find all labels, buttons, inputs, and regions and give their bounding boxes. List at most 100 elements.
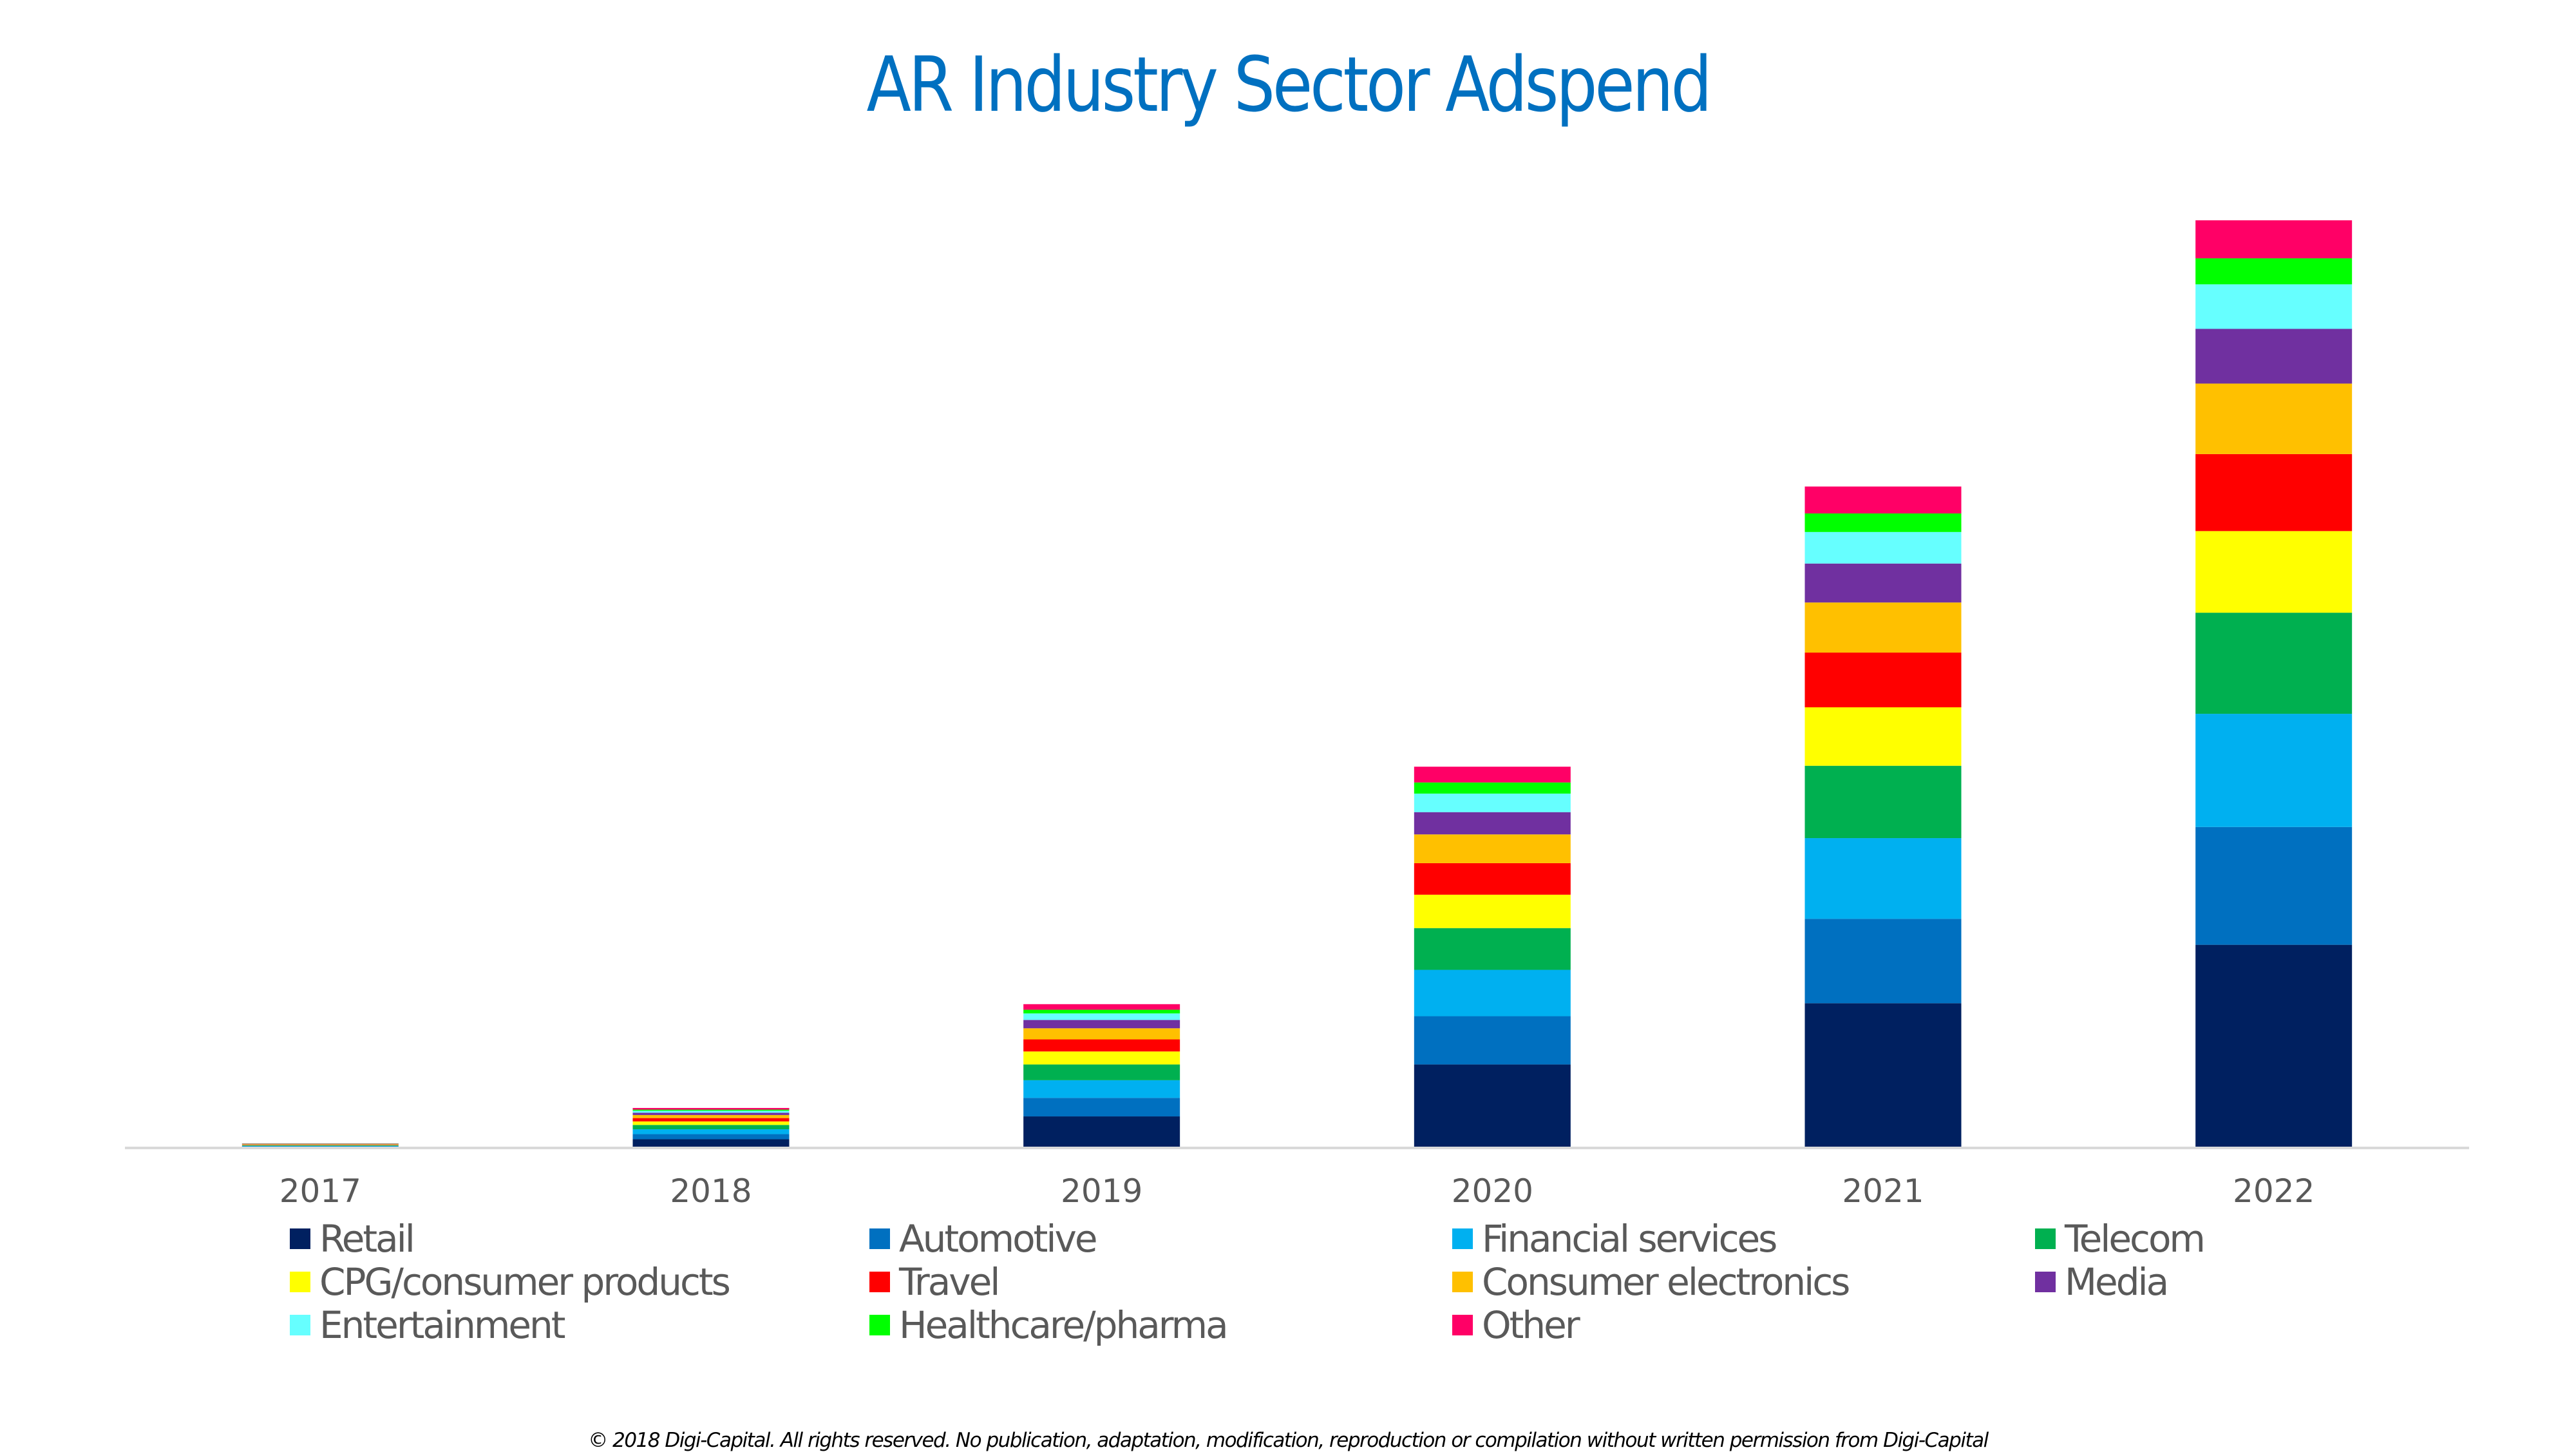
bar-segment-2017-media — [242, 1143, 399, 1145]
bar-segment-2022-consumer-electronics — [2195, 383, 2353, 454]
legend-label: Financial services — [1482, 1217, 1777, 1261]
legend-item: Media — [2035, 1260, 2169, 1304]
x-tick-label: 2022 — [2233, 1172, 2315, 1210]
legend-swatch-icon — [290, 1228, 310, 1249]
legend-item: Travel — [869, 1260, 1000, 1304]
bars-layer — [242, 220, 2353, 1148]
legend-label: Other — [1482, 1303, 1580, 1347]
legend-swatch-icon — [290, 1272, 310, 1292]
legend-label: Telecom — [2065, 1217, 2206, 1261]
bar-segment-2020-other — [1414, 767, 1571, 783]
legend-item: Financial services — [1452, 1217, 1777, 1261]
bar-segment-2018-automotive — [632, 1134, 790, 1140]
legend-label: CPG/consumer products — [319, 1260, 731, 1304]
bar-segment-2018-media — [632, 1113, 790, 1115]
x-tick-label: 2021 — [1842, 1172, 1924, 1210]
legend-item: Other — [1452, 1303, 1580, 1347]
bar-segment-2018-retail — [632, 1139, 790, 1148]
bar-segment-2021-healthcare-pharma — [1804, 513, 1962, 532]
bar-segment-2019-retail — [1023, 1116, 1180, 1148]
bar-segment-2017-telecom — [242, 1145, 399, 1146]
legend-swatch-icon — [869, 1272, 890, 1292]
bar-segment-2018-telecom — [632, 1125, 790, 1130]
bar-segment-2020-cpg-consumer-products — [1414, 894, 1571, 928]
x-tick-labels: 2017 2018 2019 2020 2021 2022 — [279, 1172, 2315, 1210]
legend-swatch-icon — [1452, 1272, 1473, 1292]
bar-segment-2022-financial-services — [2195, 714, 2353, 827]
legend-label: Entertainment — [319, 1303, 566, 1347]
bar-segment-2017-healthcare-pharma — [242, 1143, 399, 1144]
bar-segment-2017-financial-services — [242, 1145, 399, 1147]
legend-item: Entertainment — [290, 1303, 566, 1347]
legend-item: Retail — [290, 1217, 415, 1261]
bar-segment-2021-entertainment — [1804, 531, 1962, 564]
legend-swatch-icon — [869, 1228, 890, 1249]
legend-item: Healthcare/pharma — [869, 1303, 1229, 1347]
bar-segment-2019-travel — [1023, 1039, 1180, 1052]
bar-segment-2020-entertainment — [1414, 793, 1571, 812]
bar-segment-2018-entertainment — [632, 1111, 790, 1113]
bar-segment-2021-retail — [1804, 1003, 1962, 1148]
bar-segment-2021-other — [1804, 486, 1962, 514]
bar-segment-2019-media — [1023, 1020, 1180, 1029]
legend-swatch-icon — [869, 1315, 890, 1335]
legend-swatch-icon — [290, 1315, 310, 1335]
x-tick-label: 2019 — [1061, 1172, 1142, 1210]
bar-segment-2019-healthcare-pharma — [1023, 1009, 1180, 1014]
legend-label: Travel — [899, 1260, 1000, 1304]
bar-segment-2022-cpg-consumer-products — [2195, 531, 2353, 613]
bar-segment-2018-healthcare-pharma — [632, 1109, 790, 1111]
bar-segment-2017-consumer-electronics — [242, 1144, 399, 1145]
bar-segment-2019-automotive — [1023, 1098, 1180, 1117]
bar-segment-2020-media — [1414, 812, 1571, 835]
bar-segment-2020-consumer-electronics — [1414, 834, 1571, 863]
copyright-footer: © 2018 Digi-Capital. All rights reserved… — [588, 1429, 1989, 1452]
bar-segment-2019-cpg-consumer-products — [1023, 1051, 1180, 1065]
legend-label: Media — [2065, 1260, 2169, 1304]
bar-segment-2021-cpg-consumer-products — [1804, 707, 1962, 766]
bar-segment-2020-healthcare-pharma — [1414, 782, 1571, 794]
legend-label: Healthcare/pharma — [899, 1303, 1229, 1347]
bar-segment-2020-telecom — [1414, 928, 1571, 970]
bar-segment-2022-media — [2195, 329, 2353, 384]
bar-segment-2022-travel — [2195, 454, 2353, 531]
bar-segment-2022-other — [2195, 220, 2353, 259]
legend-label: Consumer electronics — [1482, 1260, 1850, 1304]
legend-item: Consumer electronics — [1452, 1260, 1850, 1304]
bar-segment-2018-travel — [632, 1118, 790, 1122]
legend-swatch-icon — [2035, 1228, 2056, 1249]
legend-swatch-icon — [1452, 1228, 1473, 1249]
bar-segment-2021-media — [1804, 563, 1962, 603]
bar-segment-2022-automotive — [2195, 826, 2353, 945]
bar-segment-2022-telecom — [2195, 613, 2353, 714]
bar-segment-2018-financial-services — [632, 1129, 790, 1134]
bar-segment-2019-other — [1023, 1004, 1180, 1010]
bar-segment-2021-financial-services — [1804, 838, 1962, 919]
x-tick-label: 2017 — [279, 1172, 361, 1210]
bar-segment-2022-entertainment — [2195, 284, 2353, 329]
bar-segment-2018-other — [632, 1107, 790, 1110]
bar-segment-2021-telecom — [1804, 765, 1962, 839]
legend-item: CPG/consumer products — [290, 1260, 731, 1304]
legend-label: Retail — [319, 1217, 415, 1261]
bar-segment-2020-travel — [1414, 863, 1571, 895]
bar-segment-2022-healthcare-pharma — [2195, 258, 2353, 285]
bar-segment-2017-other — [242, 1143, 399, 1144]
bar-segment-2019-consumer-electronics — [1023, 1028, 1180, 1040]
bar-segment-2021-travel — [1804, 653, 1962, 707]
legend-label: Automotive — [899, 1217, 1098, 1261]
bar-segment-2019-telecom — [1023, 1064, 1180, 1080]
bar-segment-2020-automotive — [1414, 1016, 1571, 1065]
bar-segment-2020-retail — [1414, 1064, 1571, 1148]
legend-swatch-icon — [2035, 1272, 2056, 1292]
chart-title: AR Industry Sector Adspend — [866, 40, 1712, 129]
legend-swatch-icon — [1452, 1315, 1473, 1335]
x-tick-label: 2020 — [1452, 1172, 1533, 1210]
legend-item: Telecom — [2035, 1217, 2206, 1261]
bar-segment-2021-automotive — [1804, 919, 1962, 1004]
bar-segment-2018-cpg-consumer-products — [632, 1121, 790, 1125]
bar-segment-2022-retail — [2195, 944, 2353, 1148]
bar-segment-2019-entertainment — [1023, 1013, 1180, 1020]
bar-segment-2020-financial-services — [1414, 970, 1571, 1017]
